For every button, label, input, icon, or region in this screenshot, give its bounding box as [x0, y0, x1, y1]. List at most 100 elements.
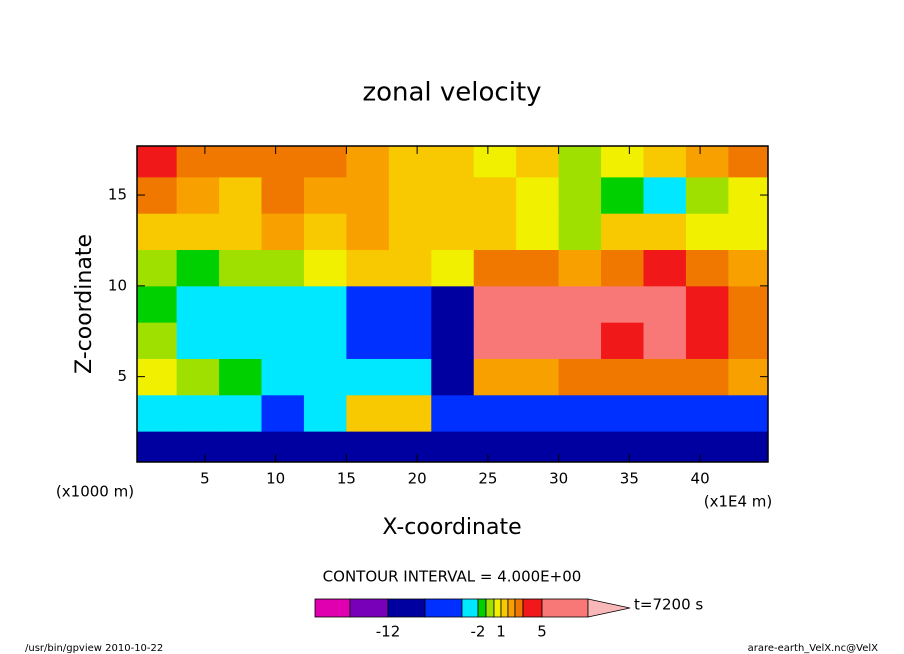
- field-cell: [473, 213, 517, 251]
- field-cell: [643, 431, 687, 462]
- field-cell: [728, 146, 768, 178]
- field-cell: [473, 322, 517, 359]
- field-cell: [261, 358, 305, 396]
- field-cell: [473, 176, 517, 214]
- field: [137, 146, 768, 462]
- field-cell: [137, 285, 178, 323]
- colorbar-tick-label: 5: [537, 623, 547, 641]
- field-cell: [346, 249, 390, 287]
- field-cell: [219, 213, 263, 251]
- field-cell: [176, 285, 220, 323]
- field-cell: [685, 358, 729, 396]
- field-cell: [219, 394, 263, 432]
- field-cell: [558, 322, 602, 359]
- field-cell: [601, 249, 644, 287]
- field-cell: [558, 146, 602, 178]
- field-cell: [728, 213, 768, 251]
- field-cell: [728, 249, 768, 287]
- x-axis-label: X-coordinate: [382, 515, 521, 540]
- field-cell: [137, 213, 178, 251]
- contour-interval: CONTOUR INTERVAL = 4.000E+00: [323, 568, 582, 586]
- colorbar-box: [500, 598, 509, 618]
- field-cell: [685, 176, 729, 214]
- field-cell: [219, 322, 263, 359]
- field-cell: [219, 358, 263, 396]
- colorbar-box: [314, 598, 351, 618]
- field-cell: [219, 146, 263, 178]
- field-cell: [261, 213, 305, 251]
- field-cell: [176, 176, 220, 214]
- field-cell: [261, 431, 305, 462]
- field-cell: [431, 358, 475, 396]
- field-cell: [346, 431, 390, 462]
- y-tick-label: 10: [108, 276, 127, 294]
- field-cell: [388, 322, 432, 359]
- field-cell: [685, 394, 729, 432]
- field-cell: [643, 322, 687, 359]
- field-cell: [431, 285, 475, 323]
- field-cell: [728, 285, 768, 323]
- field-cell: [601, 285, 644, 323]
- x-tick-label: 40: [691, 470, 710, 488]
- field-cell: [431, 249, 475, 287]
- field-cell: [728, 322, 768, 359]
- field-cell: [176, 394, 220, 432]
- field-cell: [685, 285, 729, 323]
- field-cell: [303, 358, 347, 396]
- field-cell: [388, 431, 432, 462]
- colorbar-box: [507, 598, 516, 618]
- time-label: t=7200 s: [634, 596, 703, 614]
- field-cell: [303, 249, 347, 287]
- field-cell: [346, 213, 390, 251]
- field-cell: [473, 394, 517, 432]
- field-cell: [558, 394, 602, 432]
- field-cell: [431, 322, 475, 359]
- field-cell: [601, 394, 644, 432]
- field-cell: [473, 358, 517, 396]
- colorbar-box: [349, 598, 389, 618]
- field-cell: [516, 394, 560, 432]
- field-cell: [685, 431, 729, 462]
- field-cell: [558, 431, 602, 462]
- field-cell: [388, 358, 432, 396]
- colorbar-box: [514, 598, 524, 618]
- colorbar-box: [522, 598, 543, 618]
- field-cell: [643, 358, 687, 396]
- field-cell: [643, 394, 687, 432]
- field-cell: [261, 285, 305, 323]
- field-cell: [685, 249, 729, 287]
- field-cell: [261, 249, 305, 287]
- field-cell: [346, 394, 390, 432]
- field-cell: [431, 213, 475, 251]
- field-cell: [516, 213, 560, 251]
- field-cell: [303, 146, 347, 178]
- field-cell: [685, 322, 729, 359]
- field-cell: [303, 213, 347, 251]
- colorbar-box: [477, 598, 487, 618]
- colorbar-tick-label: -2: [471, 623, 486, 641]
- field-cell: [346, 358, 390, 396]
- field-cell: [176, 358, 220, 396]
- field-cell: [601, 176, 644, 214]
- field-cell: [516, 322, 560, 359]
- field-cell: [261, 322, 305, 359]
- colorbar-arrow: [587, 598, 631, 618]
- plot-frame: [136, 145, 769, 463]
- field-cell: [137, 249, 178, 287]
- field-cell: [137, 394, 178, 432]
- field-cell: [473, 146, 517, 178]
- colorbar-tick-label: 1: [496, 623, 506, 641]
- field-cell: [473, 285, 517, 323]
- field-cell: [516, 249, 560, 287]
- field-cell: [685, 213, 729, 251]
- x-unit-2: (x1E4 m): [704, 493, 773, 511]
- field-cell: [346, 285, 390, 323]
- colorbar-tick-label: -12: [376, 623, 401, 641]
- field-cell: [303, 285, 347, 323]
- field-cell: [728, 394, 768, 432]
- field-cell: [219, 176, 263, 214]
- field-cell: [558, 358, 602, 396]
- field-cell: [643, 176, 687, 214]
- field-cell: [685, 146, 729, 178]
- field-cell: [601, 358, 644, 396]
